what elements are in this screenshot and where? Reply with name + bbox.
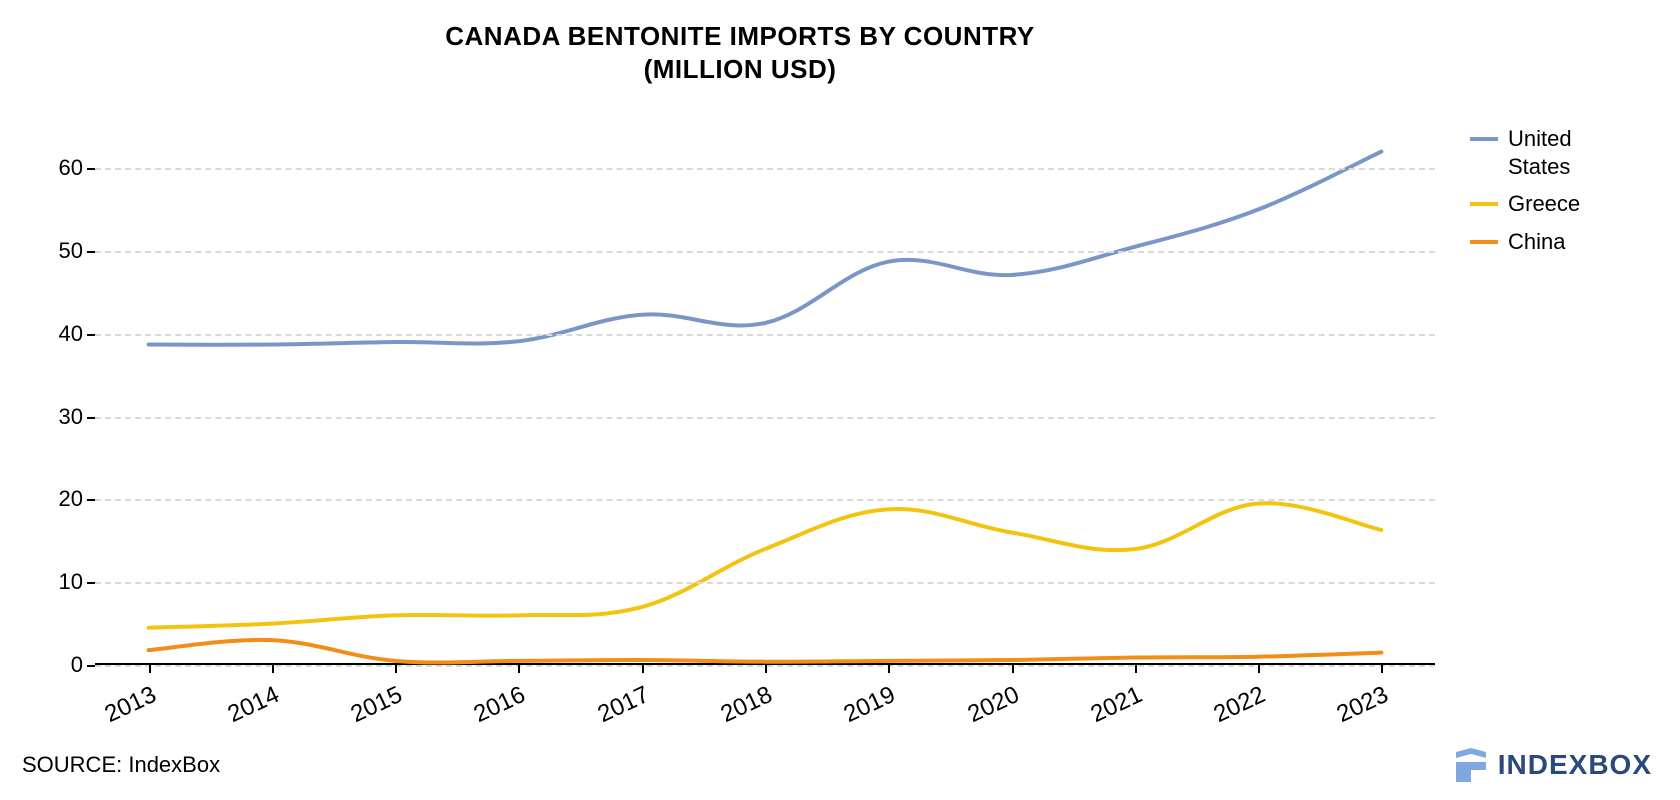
x-tick-label: 2023 <box>1333 681 1393 729</box>
y-tick-label: 50 <box>33 238 83 264</box>
y-tick-label: 0 <box>33 652 83 678</box>
legend-swatch <box>1470 202 1498 206</box>
x-tick-mark <box>1012 665 1014 673</box>
x-tick-label: 2016 <box>470 681 530 729</box>
x-tick-label: 2017 <box>593 681 653 729</box>
x-tick-label: 2014 <box>223 681 283 729</box>
x-tick-mark <box>395 665 397 673</box>
source-label: SOURCE: IndexBox <box>22 752 220 778</box>
x-tick-mark <box>518 665 520 673</box>
legend-item: China <box>1470 228 1670 256</box>
title-line-1: CANADA BENTONITE IMPORTS BY COUNTRY <box>445 21 1035 51</box>
x-tick-mark <box>1135 665 1137 673</box>
gridline <box>95 499 1435 501</box>
legend-item: Greece <box>1470 190 1670 218</box>
y-tick-mark <box>87 168 95 170</box>
y-tick-label: 60 <box>33 155 83 181</box>
legend-swatch <box>1470 137 1498 141</box>
chart-title: CANADA BENTONITE IMPORTS BY COUNTRY (MIL… <box>0 20 1480 85</box>
gridline <box>95 417 1435 419</box>
x-tick-mark <box>765 665 767 673</box>
gridline <box>95 582 1435 584</box>
legend-label: China <box>1508 228 1670 256</box>
x-tick-mark <box>642 665 644 673</box>
title-line-2: (MILLION USD) <box>644 54 837 84</box>
y-tick-label: 10 <box>33 569 83 595</box>
y-tick-label: 40 <box>33 321 83 347</box>
chart-plot-area <box>95 135 1435 665</box>
brand-icon <box>1452 748 1490 782</box>
chart-container: CANADA BENTONITE IMPORTS BY COUNTRY (MIL… <box>0 0 1680 800</box>
x-tick-label: 2013 <box>100 681 160 729</box>
legend-label: UnitedStates <box>1508 125 1670 180</box>
x-tick-label: 2021 <box>1086 681 1146 729</box>
x-tick-mark <box>888 665 890 673</box>
x-tick-mark <box>149 665 151 673</box>
x-tick-label: 2018 <box>717 681 777 729</box>
legend-swatch <box>1470 240 1498 244</box>
series-line <box>149 152 1382 345</box>
y-tick-label: 30 <box>33 404 83 430</box>
gridline <box>95 251 1435 253</box>
y-tick-mark <box>87 499 95 501</box>
x-tick-label: 2022 <box>1210 681 1270 729</box>
x-tick-mark <box>1381 665 1383 673</box>
gridline <box>95 334 1435 336</box>
x-tick-mark <box>272 665 274 673</box>
y-tick-mark <box>87 417 95 419</box>
series-line <box>149 640 1382 663</box>
x-tick-label: 2015 <box>347 681 407 729</box>
y-tick-mark <box>87 334 95 336</box>
y-tick-label: 20 <box>33 486 83 512</box>
series-line <box>149 503 1382 628</box>
y-tick-mark <box>87 582 95 584</box>
brand-text: INDEXBOX <box>1498 749 1652 781</box>
chart-lines <box>95 135 1435 665</box>
gridline <box>95 168 1435 170</box>
x-tick-label: 2019 <box>840 681 900 729</box>
legend-item: UnitedStates <box>1470 125 1670 180</box>
brand-logo: INDEXBOX <box>1452 748 1652 782</box>
legend-label: Greece <box>1508 190 1670 218</box>
y-tick-mark <box>87 251 95 253</box>
x-tick-mark <box>1258 665 1260 673</box>
x-tick-label: 2020 <box>963 681 1023 729</box>
chart-legend: UnitedStates Greece China <box>1470 125 1670 265</box>
y-tick-mark <box>87 665 95 667</box>
